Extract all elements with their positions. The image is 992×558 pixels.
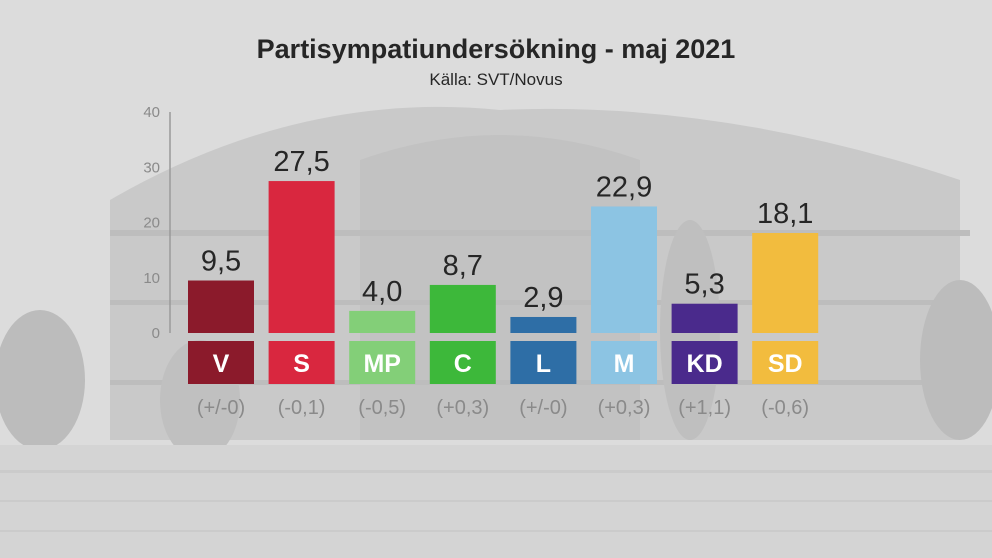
bar-m [591, 206, 657, 333]
bar-s [268, 181, 335, 333]
category-box-s [268, 341, 335, 384]
y-tick-label: 40 [143, 104, 160, 121]
change-label-mp: (-0,5) [358, 397, 406, 419]
category-label-c: C [454, 350, 472, 378]
category-box-c [429, 341, 496, 384]
bar-mp [349, 310, 416, 333]
category-box-m [591, 341, 657, 384]
category-box-kd [671, 341, 738, 384]
y-tick-label: 10 [143, 270, 160, 287]
change-label-sd: (-0,6) [761, 397, 809, 419]
chart-title: Partisympatiundersökning - maj 2021 [257, 34, 736, 64]
category-box-sd [752, 341, 819, 384]
category-box-l [510, 341, 577, 384]
bar-sd [752, 232, 819, 333]
bars-group: 9,5 V (+/-0) 27,5 S (-0,1) 4,0 MP (-0,5) 8,7 C (+0,… [188, 146, 819, 419]
bar-v [188, 280, 254, 333]
value-label-sd: 18,1 [757, 198, 813, 230]
change-label-v: (+/-0) [197, 397, 245, 419]
y-axis-ticks: 0 10 20 30 40 [143, 104, 160, 342]
category-label-kd: KD [687, 350, 723, 378]
category-label-v: V [213, 350, 230, 378]
y-tick-label: 0 [152, 325, 160, 342]
value-label-kd: 5,3 [684, 269, 724, 301]
chart-subtitle: Källa: SVT/Novus [429, 70, 562, 89]
y-tick-label: 20 [143, 215, 160, 232]
category-label-m: M [614, 350, 635, 378]
bar-l [510, 316, 577, 333]
y-tick-label: 30 [143, 159, 160, 176]
value-label-l: 2,9 [523, 282, 563, 314]
change-label-m: (+0,3) [598, 397, 651, 419]
change-label-l: (+/-0) [519, 397, 567, 419]
change-label-kd: (+1,1) [678, 397, 731, 419]
bar-c [429, 284, 496, 333]
category-label-mp: MP [363, 350, 401, 378]
category-label-l: L [536, 350, 551, 378]
category-label-s: S [293, 350, 310, 378]
category-box-mp [349, 341, 416, 384]
category-label-sd: SD [768, 350, 803, 378]
category-box-v [188, 341, 254, 384]
change-label-s: (-0,1) [278, 397, 326, 419]
change-label-c: (+0,3) [436, 397, 489, 419]
bar-kd [671, 303, 738, 333]
value-label-mp: 4,0 [362, 276, 402, 308]
value-label-s: 27,5 [273, 146, 329, 178]
value-label-c: 8,7 [443, 250, 483, 282]
value-label-m: 22,9 [596, 171, 652, 203]
value-label-v: 9,5 [201, 246, 241, 278]
